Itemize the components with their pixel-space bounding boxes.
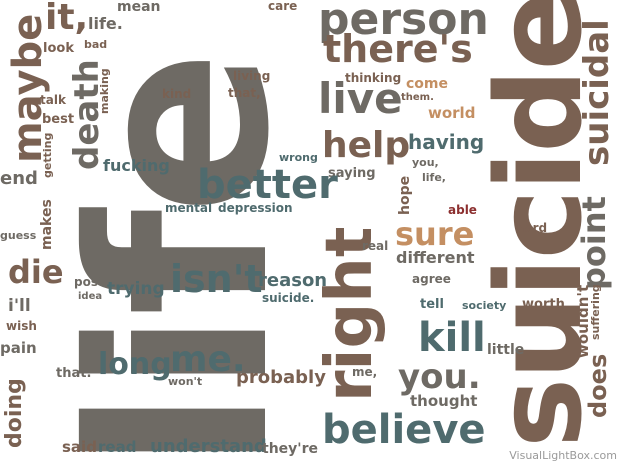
- word-me-dot: me.: [170, 339, 246, 380]
- word-you-comma: you,: [412, 156, 439, 169]
- word-point: point: [575, 196, 613, 290]
- word-sure: sure: [395, 215, 475, 253]
- word-ill: i'll: [8, 296, 31, 316]
- word-them-dot: them.: [401, 92, 434, 103]
- word-life-comma: life,: [422, 171, 446, 184]
- word-better: better: [197, 162, 338, 208]
- word-bad: bad: [84, 38, 108, 51]
- word-living: living: [233, 69, 271, 83]
- word-kind: kind: [162, 87, 192, 101]
- word-person: person: [318, 0, 489, 45]
- word-best: best: [42, 112, 75, 127]
- word-help: help: [322, 125, 411, 166]
- word-thinking: thinking: [345, 71, 402, 85]
- word-worth: worth: [522, 297, 565, 312]
- word-death: death: [67, 59, 107, 170]
- word-world: world: [428, 104, 476, 122]
- word-tell: tell: [420, 297, 444, 312]
- word-care: care: [268, 0, 298, 13]
- word-hope: hope: [397, 175, 413, 215]
- word-talk: talk: [40, 93, 66, 107]
- word-read: read: [98, 438, 137, 456]
- word-pain: pain: [0, 339, 37, 357]
- word-believe: believe: [322, 407, 486, 453]
- word-suffering: suffering: [589, 284, 602, 340]
- word-post: post: [74, 275, 104, 289]
- word-makes: makes: [39, 199, 55, 250]
- word-said: said: [62, 438, 97, 456]
- word-kill: kill: [418, 315, 486, 361]
- word-live: live: [318, 74, 403, 123]
- word-agree: agree: [412, 272, 451, 286]
- word-getting: getting: [41, 132, 54, 178]
- word-understand: understand: [150, 436, 267, 457]
- word-that-dot: that.: [56, 366, 92, 381]
- word-wont: won't: [168, 375, 203, 388]
- word-trying: trying: [107, 279, 165, 299]
- word-wrong: wrong: [279, 151, 318, 164]
- word-wish: wish: [6, 319, 37, 333]
- word-doing: doing: [2, 378, 27, 448]
- word-fucking: fucking: [103, 156, 170, 175]
- word-theyre: they're: [262, 441, 318, 457]
- word-different: different: [396, 248, 475, 267]
- word-reason: reason: [258, 270, 328, 291]
- word-you-dot: you.: [398, 357, 481, 397]
- word-able: able: [448, 203, 477, 217]
- word-that-comma: that,: [228, 86, 261, 100]
- watermark: VisualLightBox.com: [509, 449, 617, 462]
- word-suicide-dot: suicide.: [262, 291, 315, 305]
- word-hard: hard: [516, 221, 548, 235]
- word-come: come: [406, 76, 448, 92]
- word-die: die: [8, 253, 64, 291]
- word-mean: mean: [117, 0, 161, 15]
- word-saying: saying: [328, 166, 376, 181]
- word-end: end: [0, 168, 38, 189]
- word-isnt: isn't: [170, 257, 263, 301]
- word-look: look: [43, 41, 74, 56]
- word-little: little: [487, 342, 525, 358]
- word-it: it,: [45, 0, 89, 38]
- word-does: does: [584, 353, 612, 418]
- word-thought: thought: [410, 392, 478, 410]
- word-life-dot: life.: [88, 14, 123, 33]
- word-guess: guess: [0, 229, 37, 242]
- word-society: society: [462, 299, 507, 312]
- word-depression: depression: [218, 201, 293, 215]
- word-mental: mental: [165, 201, 213, 215]
- word-real: real: [362, 239, 389, 253]
- word-me-comma: me,: [352, 365, 378, 379]
- word-suicidal: suicidal: [577, 19, 617, 166]
- word-theres: there's: [323, 27, 473, 71]
- word-idea: idea: [78, 291, 103, 302]
- word-having: having: [408, 130, 485, 154]
- word-probably: probably: [236, 367, 326, 388]
- word-long: long: [98, 347, 172, 382]
